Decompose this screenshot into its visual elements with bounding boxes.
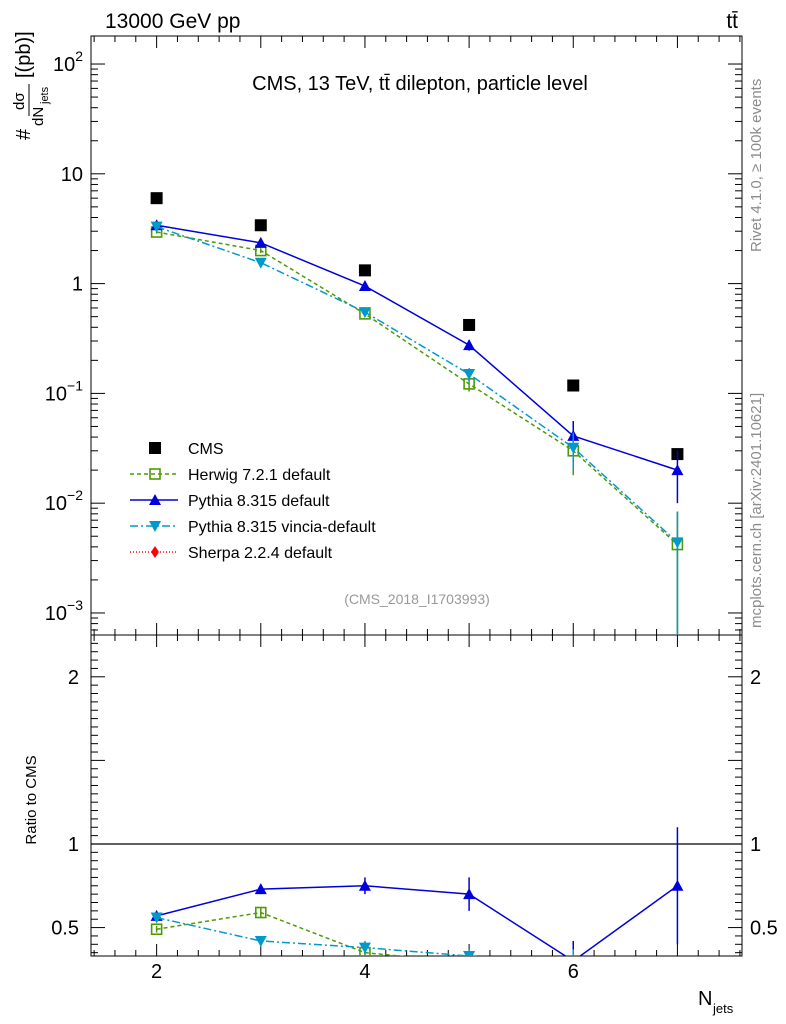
legend: CMS Herwig 7.2.1 default Pythia 8.315 defa… <box>130 441 376 562</box>
x-tick-label: 2 <box>151 961 162 983</box>
ratio-point-0 <box>464 958 474 968</box>
legend-label-cms: CMS <box>188 441 224 458</box>
legend-marker-1 <box>149 494 161 505</box>
legend-label-2: Pythia 8.315 vincia-default <box>188 519 376 536</box>
y-tick-label: 10−1 <box>45 377 83 405</box>
ratio-point-0 <box>254 906 267 919</box>
svg-text:N: N <box>698 988 712 1010</box>
data-point-cms <box>358 264 371 277</box>
plot-title: CMS, 13 TeV, tt̄ dilepton, particle leve… <box>252 73 588 95</box>
svg-text:#: # <box>13 128 35 140</box>
data-point-2 <box>150 221 163 233</box>
y-tick-label-base: 10 <box>45 603 67 625</box>
ratio-point-2 <box>463 951 476 956</box>
svg-text:[(pb)]: [(pb)] <box>13 31 35 78</box>
series-line-2 <box>156 225 678 543</box>
process-label: tt̄ <box>726 10 738 33</box>
data-point-2 <box>671 537 684 549</box>
legend-label-1: Pythia 8.315 default <box>188 493 330 510</box>
data-point-1 <box>671 464 684 476</box>
ratio-tick-label-left: 2 <box>68 667 79 689</box>
data-point-1 <box>463 339 476 351</box>
energy-label: 13000 GeV pp <box>105 10 240 33</box>
data-point-cms <box>150 192 163 205</box>
ratio-tick-label-left: 1 <box>68 834 79 856</box>
ratio-point-2 <box>150 912 163 924</box>
svg-text:dσ: dσ <box>11 92 28 110</box>
y-tick-label: 102 <box>53 48 83 76</box>
data-point-cms <box>463 318 476 331</box>
ratio-tick-label-right: 0.5 <box>750 918 778 940</box>
ratio-point-0 <box>150 923 163 936</box>
ratio-line-0 <box>156 911 408 956</box>
data-point-2 <box>463 369 476 381</box>
ratio-plot-frame <box>90 634 743 957</box>
legend-marker-2 <box>149 521 161 532</box>
series-line-0 <box>156 231 678 546</box>
ratio-line-2 <box>156 916 477 956</box>
y-tick-label: 10−3 <box>45 597 83 625</box>
ratio-point-1 <box>254 883 267 895</box>
y-tick-label-base: 10 <box>53 54 75 76</box>
legend-marker-3 <box>151 546 159 558</box>
data-point-cms <box>254 219 267 232</box>
y-tick-label-exponent: −1 <box>67 377 83 393</box>
legend-marker-cms <box>149 442 161 454</box>
y-tick-label-exponent: −3 <box>67 597 83 613</box>
y-tick-label-exponent: −2 <box>67 487 83 503</box>
rivet-version-label: Rivet 4.1.0, ≥ 100k events <box>748 79 765 252</box>
y-tick-label: 10 <box>61 164 83 186</box>
svg-text:jets: jets <box>39 86 51 105</box>
y-tick-label-base: 10 <box>45 493 67 515</box>
ratio-point-0 <box>672 981 682 991</box>
y-tick-label: 10−2 <box>45 487 83 515</box>
x-tick-label: 6 <box>568 961 579 983</box>
y-tick-label-base: 10 <box>45 383 67 405</box>
ratio-tick-label-left: 0.5 <box>51 918 79 940</box>
main-y-axis-title: # dσ dN jets [(pb)] <box>11 31 51 140</box>
ratio-point-1 <box>671 879 684 891</box>
y-tick-label-exponent: 2 <box>75 48 83 64</box>
ratio-point-2 <box>671 981 683 992</box>
data-point-1 <box>358 280 371 292</box>
legend-label-0: Herwig 7.2.1 default <box>188 467 331 484</box>
ratio-point-1 <box>463 888 476 900</box>
svg-text:jets: jets <box>712 1001 734 1016</box>
main-series-group <box>150 192 684 635</box>
legend-label-3: Sherpa 2.2.4 default <box>188 545 333 562</box>
x-axis-title: N jets <box>698 988 734 1016</box>
ratio-point-1 <box>358 879 371 891</box>
y-tick-label: 1 <box>72 274 83 296</box>
ratio-tick-label-right: 1 <box>750 834 761 856</box>
series-line-1 <box>156 224 678 471</box>
data-point-2 <box>254 257 267 269</box>
analysis-id: (CMS_2018_I1703993) <box>344 591 490 607</box>
svg-text:dN: dN <box>30 107 47 126</box>
data-point-2 <box>567 442 580 454</box>
ratio-y-axis-title: Ratio to CMS <box>23 755 40 844</box>
ratio-point-2 <box>254 935 267 947</box>
legend-marker-0 <box>149 468 161 480</box>
ratio-point-2 <box>358 942 371 954</box>
x-tick-label: 4 <box>359 961 370 983</box>
ratio-line-1 <box>156 885 678 956</box>
data-point-2 <box>358 307 371 319</box>
mcplots-label: mcplots.cern.ch [arXiv:2401.10621] <box>748 393 765 628</box>
ratio-tick-label-right: 2 <box>750 667 761 689</box>
ratio-series-group <box>150 827 684 992</box>
data-point-1 <box>254 236 267 248</box>
data-point-cms <box>567 379 580 392</box>
